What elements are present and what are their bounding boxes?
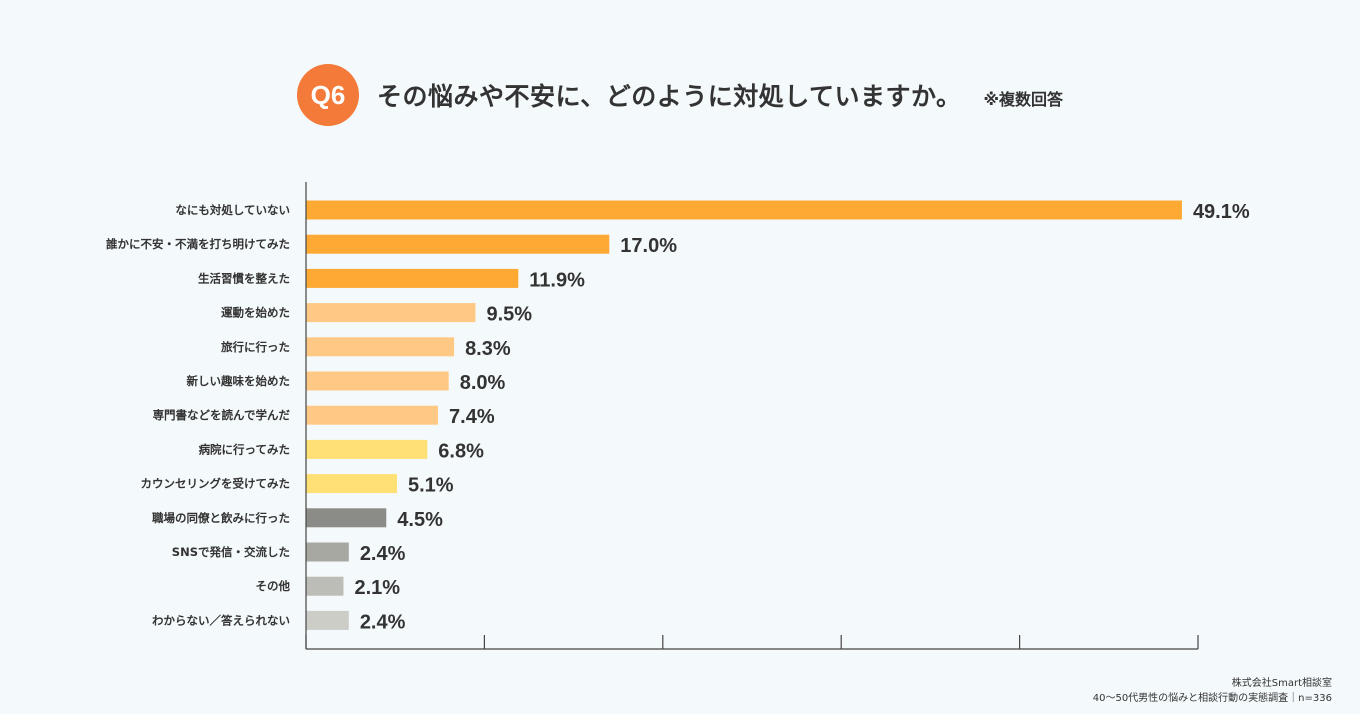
- bar: [306, 405, 439, 425]
- category-label: 旅行に行った: [221, 340, 290, 354]
- value-label: 49.1%: [1193, 201, 1250, 223]
- value-label: 2.4%: [360, 543, 406, 565]
- value-label: 6.8%: [438, 440, 484, 462]
- source-footer: 株式会社Smart相談室 40〜50代男性の悩みと相談行動の実態調査｜n=336: [1093, 676, 1332, 706]
- question-badge: Q6: [296, 64, 359, 126]
- category-label: 専門書などを読んで学んだ: [153, 408, 291, 422]
- multiple-answer-note: ※複数回答: [983, 90, 1064, 109]
- value-label: 5.1%: [408, 475, 454, 497]
- category-label: 新しい趣味を始めた: [187, 374, 291, 388]
- value-label: 8.0%: [460, 372, 506, 394]
- bar: [306, 474, 397, 494]
- axis-layer: [305, 182, 1199, 650]
- footer-source: 40〜50代男性の悩みと相談行動の実態調査｜n=336: [1092, 693, 1332, 704]
- chart-title: その悩みや不安に、どのように対処していますか。: [376, 82, 962, 111]
- value-label: 2.1%: [354, 577, 400, 599]
- bar: [306, 268, 519, 288]
- category-label: 誰かに不安・不満を打ち明けてみた: [106, 237, 290, 251]
- category-label: 病院に行ってみた: [199, 442, 290, 456]
- category-label: わからない／答えられない: [152, 613, 290, 627]
- category-label: なにも対処していない: [175, 203, 290, 217]
- value-label: 11.9%: [529, 269, 585, 291]
- value-label: 9.5%: [486, 304, 532, 326]
- category-label: 運動を始めた: [221, 306, 290, 320]
- value-label: 4.5%: [397, 509, 443, 531]
- value-label: 7.4%: [449, 406, 495, 428]
- bar: [306, 200, 1182, 220]
- bar: [306, 234, 610, 254]
- bar: [306, 439, 428, 459]
- value-label: 17.0%: [620, 235, 677, 257]
- bar: [306, 303, 476, 323]
- bar: [306, 508, 387, 528]
- bars-layer: なにも対処していない 49.1% 誰かに不安・不満を打ち明けてみた 17.0% 生活習慣…: [106, 200, 1250, 633]
- bar: [306, 337, 455, 357]
- value-label: 2.4%: [360, 611, 406, 633]
- category-label: その他: [256, 579, 291, 593]
- bar: [306, 610, 349, 630]
- category-label: SNSで発信・交流した: [172, 545, 290, 559]
- category-label: 生活習慣を整えた: [198, 271, 290, 285]
- category-label: 職場の同僚と飲みに行った: [152, 511, 290, 525]
- bar: [306, 576, 344, 596]
- value-label: 8.3%: [465, 338, 511, 360]
- chart-header: Q6 その悩みや不安に、どのように対処していますか。 ※複数回答: [0, 64, 1360, 126]
- bar: [306, 542, 349, 562]
- category-label: カウンセリングを受けてみた: [141, 477, 291, 491]
- bar: [306, 371, 449, 391]
- footer-company: 株式会社Smart相談室: [1231, 678, 1332, 689]
